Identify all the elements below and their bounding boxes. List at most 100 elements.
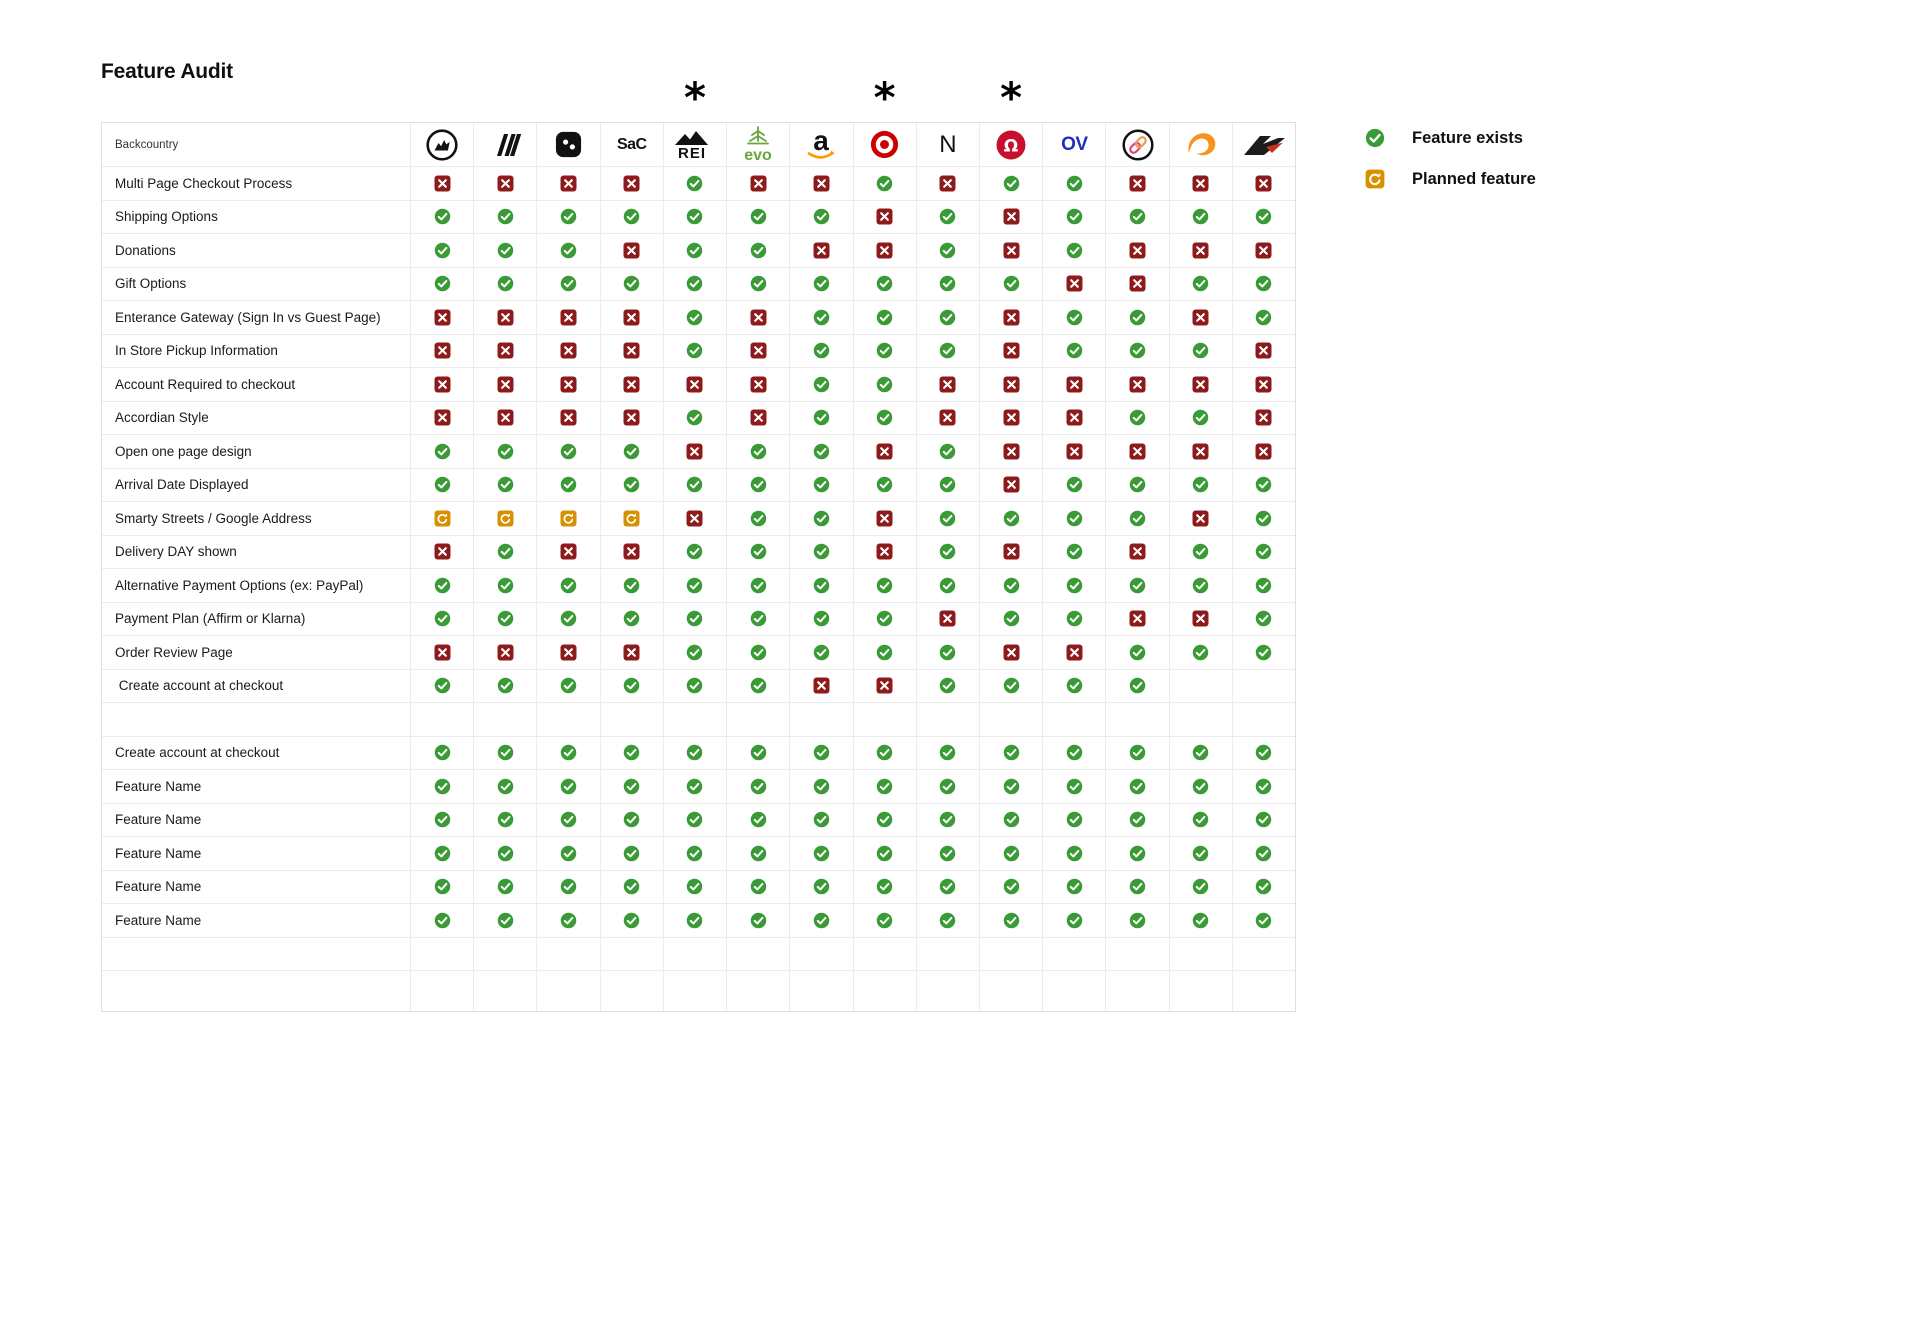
grid-cell[interactable]: [536, 669, 600, 703]
grid-cell[interactable]: [1168, 971, 1232, 1011]
grid-cell[interactable]: [1231, 234, 1296, 268]
grid-cell[interactable]: [662, 234, 727, 268]
column-header-amazon[interactable]: a: [789, 123, 853, 167]
grid-cell[interactable]: [536, 234, 600, 268]
grid-cell[interactable]: [536, 904, 600, 938]
grid-cell[interactable]: [662, 334, 727, 368]
grid-cell[interactable]: [726, 971, 789, 1011]
grid-cell[interactable]: [1168, 401, 1232, 435]
grid-cell[interactable]: [726, 267, 790, 301]
grid-cell[interactable]: [978, 368, 1043, 402]
grid-cell[interactable]: [915, 401, 979, 435]
grid-cell[interactable]: [978, 636, 1043, 670]
grid-cell[interactable]: [1042, 502, 1106, 536]
grid-cell[interactable]: [1105, 669, 1169, 703]
grid-cell[interactable]: [536, 167, 600, 201]
grid-cell[interactable]: [726, 200, 790, 234]
grid-cell[interactable]: [1042, 937, 1106, 971]
grid-cell[interactable]: [473, 569, 537, 603]
grid-cell[interactable]: [599, 435, 663, 469]
grid-cell[interactable]: [915, 770, 979, 804]
grid-cell[interactable]: [536, 803, 600, 837]
grid-cell[interactable]: [662, 468, 727, 502]
grid-cell[interactable]: [726, 904, 790, 938]
grid-cell[interactable]: [1168, 569, 1232, 603]
grid-cell[interactable]: [726, 468, 790, 502]
grid-cell[interactable]: [852, 602, 916, 636]
grid-cell[interactable]: [726, 770, 790, 804]
grid-cell[interactable]: [1231, 837, 1296, 871]
grid-cell[interactable]: [852, 301, 916, 335]
grid-cell[interactable]: [1105, 401, 1169, 435]
grid-cell[interactable]: [599, 535, 663, 569]
grid-cell[interactable]: [662, 535, 727, 569]
grid-cell[interactable]: [1231, 368, 1296, 402]
grid-cell[interactable]: [1105, 837, 1169, 871]
grid-cell[interactable]: [1105, 937, 1169, 971]
grid-cell[interactable]: [662, 870, 727, 904]
grid-cell[interactable]: [1105, 535, 1169, 569]
grid-cell[interactable]: [599, 971, 663, 1011]
grid-cell[interactable]: [473, 904, 537, 938]
grid-cell[interactable]: [915, 234, 979, 268]
grid-cell[interactable]: [473, 267, 537, 301]
grid-cell[interactable]: [978, 870, 1043, 904]
grid-cell[interactable]: [726, 636, 790, 670]
grid-cell[interactable]: [1231, 971, 1295, 1011]
grid-cell[interactable]: [789, 468, 853, 502]
grid-cell[interactable]: [473, 301, 537, 335]
grid-cell[interactable]: [473, 334, 537, 368]
grid-cell[interactable]: [410, 167, 474, 201]
grid-cell[interactable]: [1168, 669, 1232, 703]
grid-cell[interactable]: [410, 870, 474, 904]
row-label[interactable]: Shipping Options: [102, 201, 410, 234]
grid-cell[interactable]: [662, 736, 727, 770]
column-header-rei[interactable]: REI *: [662, 77, 727, 167]
column-header-evo[interactable]: evo: [726, 123, 790, 167]
grid-cell[interactable]: [599, 267, 663, 301]
row-label[interactable]: [102, 703, 410, 737]
grid-cell[interactable]: [789, 770, 853, 804]
grid-cell[interactable]: [789, 334, 853, 368]
grid-cell[interactable]: [599, 803, 663, 837]
grid-cell[interactable]: [852, 535, 916, 569]
grid-cell[interactable]: [978, 267, 1043, 301]
grid-cell[interactable]: [473, 401, 537, 435]
grid-cell[interactable]: [1231, 937, 1296, 971]
grid-cell[interactable]: [1042, 904, 1106, 938]
column-header-link[interactable]: [1105, 123, 1169, 167]
grid-cell[interactable]: [599, 301, 663, 335]
grid-cell[interactable]: [599, 569, 663, 603]
row-label[interactable]: Account Required to checkout: [102, 368, 410, 402]
grid-cell[interactable]: [1231, 636, 1296, 670]
grid-cell[interactable]: [1105, 602, 1169, 636]
grid-cell[interactable]: [1105, 368, 1169, 402]
grid-cell[interactable]: [536, 435, 600, 469]
grid-cell[interactable]: [410, 602, 474, 636]
grid-cell[interactable]: [1105, 803, 1169, 837]
grid-cell[interactable]: [662, 770, 727, 804]
grid-cell[interactable]: [473, 837, 537, 871]
grid-cell[interactable]: [662, 368, 727, 402]
grid-cell[interactable]: [1105, 870, 1169, 904]
grid-cell[interactable]: [1168, 736, 1232, 770]
grid-cell[interactable]: [1042, 435, 1106, 469]
grid-cell[interactable]: [1231, 435, 1296, 469]
grid-cell[interactable]: [978, 435, 1043, 469]
grid-cell[interactable]: [852, 435, 916, 469]
grid-cell[interactable]: [915, 870, 979, 904]
grid-cell[interactable]: [662, 602, 727, 636]
grid-cell[interactable]: [789, 535, 853, 569]
grid-cell[interactable]: [1105, 971, 1168, 1011]
grid-cell[interactable]: [410, 401, 474, 435]
column-header-nordstrom[interactable]: N: [915, 123, 979, 167]
column-header-sac[interactable]: SaC: [599, 123, 663, 167]
grid-cell[interactable]: [978, 334, 1043, 368]
grid-cell[interactable]: [662, 301, 727, 335]
grid-cell[interactable]: [410, 669, 474, 703]
grid-cell[interactable]: [473, 435, 537, 469]
grid-cell[interactable]: [978, 904, 1043, 938]
grid-cell[interactable]: [852, 837, 916, 871]
grid-cell[interactable]: [410, 736, 474, 770]
grid-cell[interactable]: [915, 803, 979, 837]
